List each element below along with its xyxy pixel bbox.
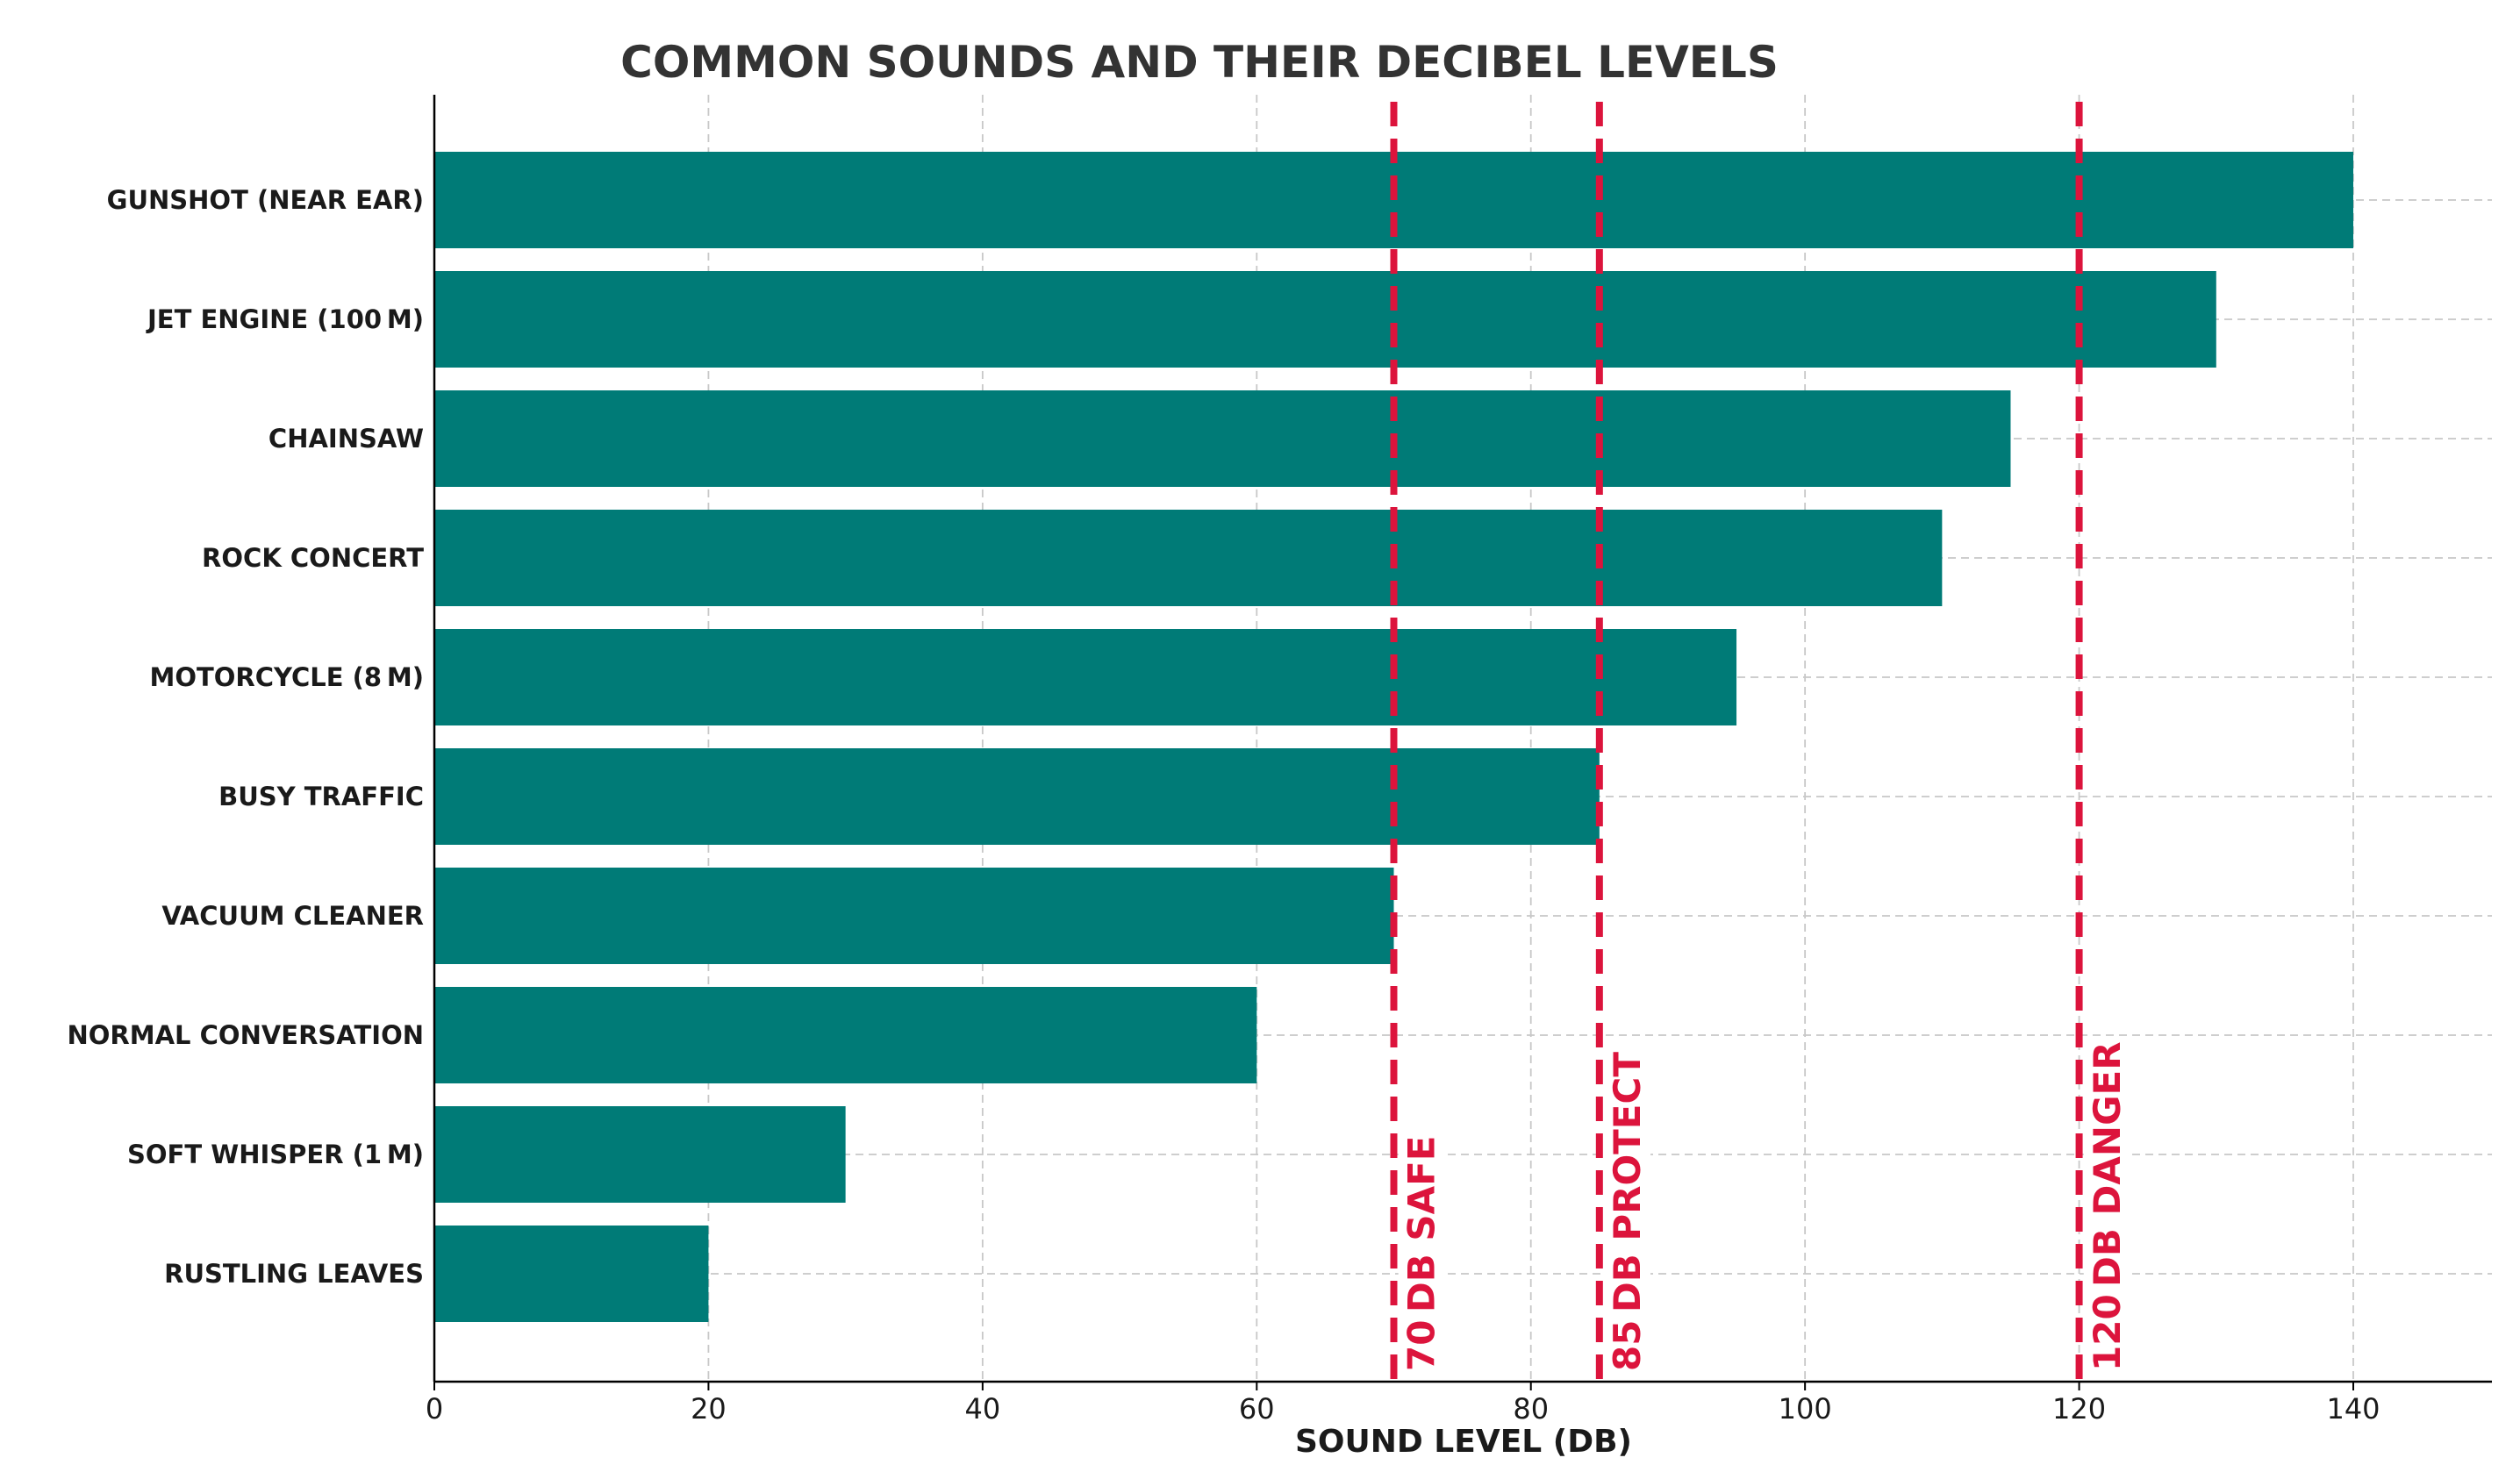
category-label: ROCK CONCERT — [202, 543, 424, 573]
x-tick-label: 60 — [1239, 1392, 1275, 1426]
bar — [434, 629, 1737, 725]
reference-line-label: 120 DB DANGER — [2086, 1041, 2129, 1371]
category-label: MOTORCYCLE (8 M) — [149, 662, 424, 692]
bars — [434, 152, 2353, 1322]
bar — [434, 1226, 709, 1322]
bar — [434, 987, 1257, 1083]
category-label: JET ENGINE (100 M) — [146, 304, 424, 334]
category-label: CHAINSAW — [268, 424, 424, 454]
bar — [434, 510, 1943, 606]
axis-labels: GUNSHOT (NEAR EAR) JET ENGINE (100 M) CHAI… — [68, 185, 2380, 1426]
reference-label-background — [1604, 1047, 1651, 1375]
category-label: RUSTLING LEAVES — [164, 1259, 424, 1289]
reference-line-label: 85 DB PROTECT — [1606, 1052, 1649, 1371]
bar — [434, 868, 1394, 964]
category-label: BUSY TRAFFIC — [218, 782, 424, 811]
reference-lines: 70 DB SAFE 85 DB PROTECT 120 DB DANGER — [1390, 102, 2130, 1382]
x-tick-label: 80 — [1513, 1392, 1549, 1426]
bar — [434, 748, 1600, 845]
bar — [434, 390, 2011, 487]
chart-title: COMMON SOUNDS AND THEIR DECIBEL LEVELS — [620, 37, 1779, 88]
x-tick-label: 20 — [691, 1392, 727, 1426]
x-tick-label: 120 — [2052, 1392, 2106, 1426]
axes — [433, 95, 2492, 1390]
bar — [434, 271, 2216, 368]
category-label: SOFT WHISPER (1 M) — [127, 1140, 424, 1169]
category-label: NORMAL CONVERSATION — [68, 1020, 425, 1050]
category-label: VACUUM CLEANER — [161, 901, 424, 931]
reference-label-background — [1398, 1132, 1445, 1375]
x-axis-title: SOUND LEVEL (DB) — [1295, 1424, 1632, 1460]
x-tick-label: 0 — [426, 1392, 443, 1426]
x-tick-label: 140 — [2326, 1392, 2380, 1426]
reference-label-background — [2083, 1038, 2130, 1375]
x-tick-label: 100 — [1779, 1392, 1832, 1426]
category-label: GUNSHOT (NEAR EAR) — [107, 185, 424, 215]
reference-line-label: 70 DB SAFE — [1400, 1136, 1443, 1371]
bar — [434, 1106, 846, 1203]
x-tick-label: 40 — [964, 1392, 1000, 1426]
